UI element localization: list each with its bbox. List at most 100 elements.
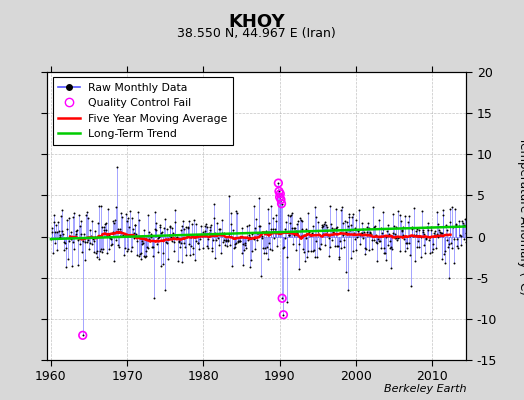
Point xyxy=(108,240,116,247)
Point xyxy=(301,225,310,232)
Point xyxy=(113,164,121,170)
Point xyxy=(272,212,281,218)
Point xyxy=(430,232,439,238)
Text: Berkeley Earth: Berkeley Earth xyxy=(384,384,466,394)
Point xyxy=(121,231,129,237)
Point xyxy=(136,256,145,262)
Point xyxy=(231,244,239,250)
Point xyxy=(94,220,102,227)
Point xyxy=(462,239,471,245)
Point xyxy=(184,218,193,225)
Point xyxy=(68,263,76,270)
Point xyxy=(325,235,333,241)
Point xyxy=(416,232,424,239)
Point xyxy=(163,236,172,242)
Point xyxy=(171,219,180,226)
Point xyxy=(180,240,189,246)
Point xyxy=(246,264,254,271)
Point xyxy=(261,244,269,251)
Point xyxy=(454,218,463,224)
Point xyxy=(444,244,452,250)
Point xyxy=(54,228,63,234)
Point xyxy=(135,252,144,259)
Point xyxy=(276,190,285,197)
Point xyxy=(307,248,315,254)
Point xyxy=(259,229,268,236)
Point xyxy=(351,225,359,231)
Point xyxy=(422,236,431,242)
Point xyxy=(174,258,182,264)
Point xyxy=(353,234,362,240)
Point xyxy=(120,252,128,258)
Point xyxy=(216,226,224,233)
Point xyxy=(165,232,173,238)
Point xyxy=(168,238,177,245)
Point xyxy=(328,225,336,231)
Point xyxy=(280,244,288,251)
Point xyxy=(463,233,472,239)
Point xyxy=(408,224,417,231)
Point xyxy=(222,236,231,243)
Point xyxy=(70,246,78,252)
Point xyxy=(49,212,58,218)
Point xyxy=(315,246,324,252)
Point xyxy=(460,221,468,228)
Point xyxy=(135,217,143,223)
Point xyxy=(189,245,197,251)
Point xyxy=(152,226,160,233)
Point xyxy=(400,248,409,254)
Point xyxy=(244,237,252,244)
Point xyxy=(147,230,155,237)
Point xyxy=(308,230,316,236)
Point xyxy=(288,225,296,231)
Point xyxy=(83,209,91,215)
Point xyxy=(287,211,295,218)
Point xyxy=(384,242,392,248)
Point xyxy=(394,235,402,242)
Point xyxy=(460,236,468,242)
Point xyxy=(303,254,311,260)
Point xyxy=(79,332,87,338)
Point xyxy=(456,233,465,239)
Point xyxy=(146,238,154,244)
Point xyxy=(311,203,320,210)
Point xyxy=(344,287,353,293)
Point xyxy=(345,211,353,218)
Point xyxy=(95,256,103,262)
Point xyxy=(254,230,262,236)
Point xyxy=(357,219,366,226)
Point xyxy=(169,230,177,236)
Point xyxy=(455,222,464,229)
Point xyxy=(349,248,357,254)
Point xyxy=(396,212,404,218)
Point xyxy=(423,219,432,226)
Point xyxy=(80,231,88,237)
Point xyxy=(409,232,418,239)
Point xyxy=(112,236,120,243)
Point xyxy=(181,244,189,250)
Point xyxy=(370,223,379,230)
Point xyxy=(119,233,127,240)
Point xyxy=(115,232,124,239)
Point xyxy=(193,232,201,238)
Point xyxy=(303,210,312,216)
Point xyxy=(222,238,230,244)
Point xyxy=(425,249,434,256)
Point xyxy=(112,203,121,210)
Point xyxy=(223,238,232,245)
Point xyxy=(109,218,117,224)
Point xyxy=(390,223,398,229)
Point xyxy=(367,230,375,237)
Point xyxy=(53,228,61,235)
Point xyxy=(437,230,445,236)
Point xyxy=(225,192,233,199)
Point xyxy=(232,239,241,246)
Point xyxy=(323,227,332,234)
Point xyxy=(391,234,399,241)
Point xyxy=(440,250,449,257)
Point xyxy=(201,223,210,230)
Point xyxy=(144,212,152,218)
Point xyxy=(294,241,303,247)
Point xyxy=(131,222,139,228)
Point xyxy=(355,207,363,214)
